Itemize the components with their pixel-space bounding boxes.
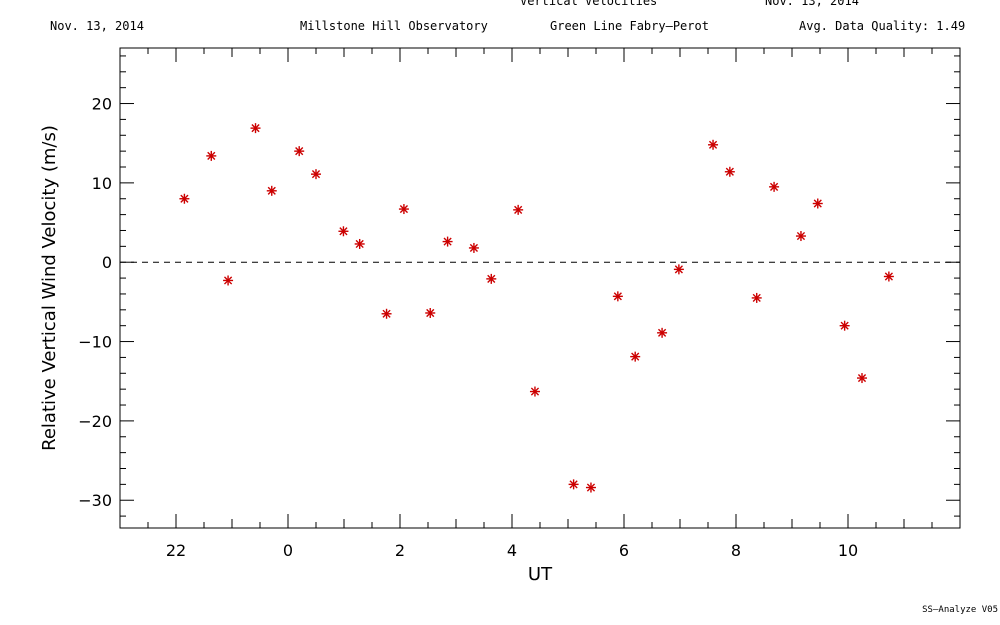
data-point xyxy=(513,204,524,215)
data-point xyxy=(338,226,349,237)
data-point xyxy=(708,139,719,150)
data-point xyxy=(381,308,392,319)
y-tick-label: 20 xyxy=(92,95,112,114)
y-tick-label: −10 xyxy=(78,333,112,352)
data-point xyxy=(468,242,479,253)
data-point xyxy=(839,320,850,331)
data-points xyxy=(179,123,894,493)
data-point xyxy=(529,386,540,397)
data-point xyxy=(673,264,684,275)
y-tick-label: −30 xyxy=(78,491,112,510)
data-point xyxy=(812,198,823,209)
x-tick-label: 6 xyxy=(619,541,629,560)
data-point xyxy=(425,307,436,318)
data-point xyxy=(657,327,668,338)
header-observatory: Millstone Hill Observatory xyxy=(300,19,488,33)
data-point xyxy=(294,146,305,157)
axis-ticks xyxy=(120,48,960,528)
data-point xyxy=(354,238,365,249)
data-point xyxy=(585,482,596,493)
data-point xyxy=(568,479,579,490)
data-point xyxy=(724,166,735,177)
axis-tick-labels: 22 0 2 4 6 8 10 20 10 0 −10 −20 −30 xyxy=(78,95,858,560)
plot-frame xyxy=(119,47,961,529)
data-point xyxy=(398,204,409,215)
header-date: Nov. 13, 2014 xyxy=(50,19,144,33)
chart-title: Vertical Velocities xyxy=(520,0,657,8)
data-point xyxy=(442,236,453,247)
x-tick-label: 8 xyxy=(731,541,741,560)
data-point xyxy=(266,185,277,196)
data-point xyxy=(486,273,497,284)
data-point xyxy=(883,271,894,282)
data-point xyxy=(250,123,261,134)
x-axis-title: UT xyxy=(528,564,553,585)
x-tick-label: 2 xyxy=(395,541,405,560)
data-point xyxy=(223,275,234,286)
data-point xyxy=(206,150,217,161)
y-tick-label: 10 xyxy=(92,174,112,193)
y-axis-title: Relative Vertical Wind Velocity (m/s) xyxy=(39,125,60,451)
data-point xyxy=(311,169,321,180)
data-point xyxy=(179,193,190,204)
data-point xyxy=(630,351,641,362)
data-point xyxy=(612,291,623,302)
software-version: SS–Analyze V05 xyxy=(922,605,998,615)
y-tick-label: 0 xyxy=(102,253,112,272)
data-point xyxy=(769,181,780,192)
header-quality: Avg. Data Quality: 1.49 xyxy=(799,19,965,33)
data-point xyxy=(751,292,762,303)
y-tick-label: −20 xyxy=(78,412,112,431)
header-instrument: Green Line Fabry–Perot xyxy=(550,19,709,33)
x-tick-label: 22 xyxy=(166,541,186,560)
x-tick-label: 4 xyxy=(507,541,517,560)
chart-title-date: Nov. 13, 2014 xyxy=(765,0,859,8)
x-tick-label: 10 xyxy=(838,541,858,560)
data-point xyxy=(857,373,867,384)
data-point xyxy=(795,231,806,242)
x-tick-label: 0 xyxy=(283,541,293,560)
